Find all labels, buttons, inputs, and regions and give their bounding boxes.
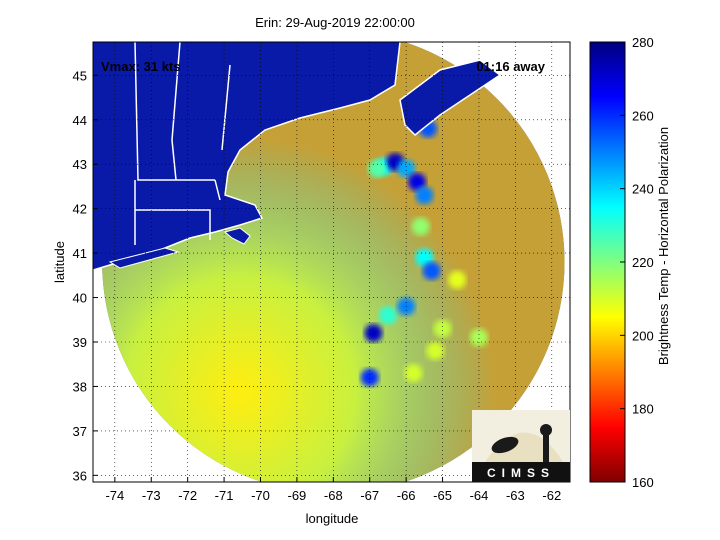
colorbar-tick-label: 200	[632, 328, 654, 343]
x-axis: -74 -73 -72 -71 -70 -69 -68 -67 -66 -65 -64 -63 -62	[105, 477, 561, 503]
rain-band-cell	[378, 306, 397, 325]
rain-band-cell	[368, 159, 387, 178]
y-tick-label: 36	[73, 468, 87, 483]
y-tick-label: 44	[73, 113, 87, 128]
colorbar-tick-label: 240	[632, 182, 654, 197]
logo-dish	[491, 436, 519, 454]
rain-band-cell	[426, 341, 445, 360]
colorbar-tick-label: 220	[632, 255, 654, 270]
cape-cod	[223, 227, 251, 245]
x-tick-label: -74	[105, 488, 124, 503]
y-tick-label: 40	[73, 291, 87, 306]
y-tick-label: 37	[73, 424, 87, 439]
x-tick-label: -64	[470, 488, 489, 503]
rain-band-cell	[469, 328, 488, 347]
logo-tower	[543, 432, 549, 466]
x-tick-label: -66	[397, 488, 416, 503]
y-tick-label: 38	[73, 379, 87, 394]
rain-band-cell	[415, 248, 434, 267]
y-tick-label: 43	[73, 157, 87, 172]
y-tick-label: 41	[73, 246, 87, 261]
cimss-logo: CIMSS	[472, 410, 570, 482]
logo-banner	[472, 462, 570, 482]
colorbar-tick-label: 280	[632, 35, 654, 50]
rain-band-cell	[415, 186, 434, 205]
grid-layer	[93, 42, 570, 482]
logo-tower-top	[540, 424, 552, 436]
colorbar-label: Brightness Temp - Horizontal Polarizatio…	[656, 127, 671, 365]
rain-band-cell	[408, 173, 427, 191]
vmax-annotation: Vmax: 31 kts	[101, 59, 181, 74]
x-tick-label: -62	[542, 488, 561, 503]
plot-frame	[92, 41, 571, 483]
colorbar-tick-label: 160	[632, 475, 654, 490]
y-tick-label: 42	[73, 202, 87, 217]
x-tick-label: -65	[433, 488, 452, 503]
rain-band-cell	[364, 324, 383, 343]
colorbar-tick-label: 260	[632, 108, 654, 123]
x-tick-label: -72	[178, 488, 197, 503]
rain-band-cell	[404, 364, 423, 383]
logo-text: CIMSS	[487, 466, 555, 480]
y-axis-label: latitude	[52, 241, 67, 283]
colorbar	[589, 41, 626, 483]
x-tick-label: -67	[360, 488, 379, 503]
rain-band-cell	[411, 217, 430, 236]
x-axis-label: longitude	[306, 511, 359, 526]
nova-scotia	[400, 60, 500, 135]
rain-band-layer	[360, 119, 488, 387]
coastline	[93, 42, 502, 271]
y-axis: 36 37 38 39 40 41 42 43 44 45	[73, 68, 98, 483]
chart-title: Erin: 29-Aug-2019 22:00:00	[255, 15, 415, 30]
colorbar-tick-label: 180	[632, 402, 654, 417]
x-tick-label: -70	[251, 488, 270, 503]
y-tick-label: 45	[73, 68, 87, 83]
x-tick-label: -69	[288, 488, 307, 503]
x-tick-label: -63	[506, 488, 525, 503]
state-borders	[134, 42, 231, 245]
x-tick-label: -73	[142, 488, 161, 503]
plot-area	[93, 42, 570, 482]
x-tick-label: -68	[324, 488, 343, 503]
rain-band-cell	[422, 261, 441, 280]
rain-band-cell	[448, 270, 467, 289]
y-tick-label: 39	[73, 335, 87, 350]
time-offset-annotation: 01:16 away	[476, 59, 545, 74]
rain-band-cell	[360, 368, 379, 387]
colorbar-ticks: 160 180 200 220 240 260 280	[620, 35, 654, 490]
rain-band-cell	[433, 319, 452, 338]
coastline-layer	[93, 42, 502, 271]
land-mass	[93, 42, 400, 270]
x-tick-label: -71	[215, 488, 234, 503]
